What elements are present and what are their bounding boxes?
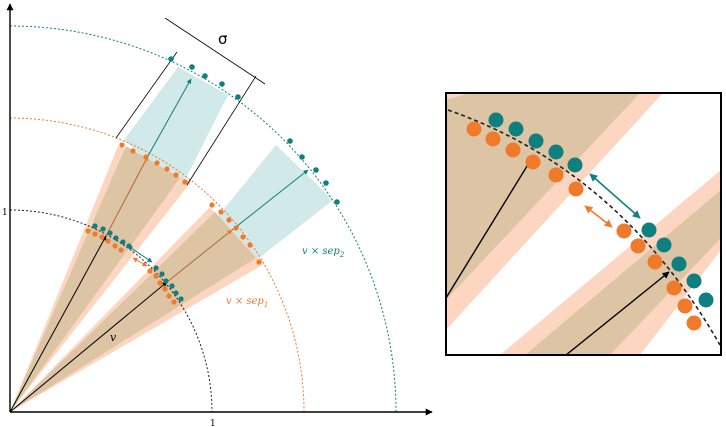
inset-orange-double-arrow bbox=[584, 205, 613, 228]
y-tick-label: 1 bbox=[2, 208, 8, 218]
teal-dots-cluster bbox=[92, 223, 184, 302]
vector-lower-sep2 bbox=[231, 169, 309, 231]
overlap-band-lower bbox=[10, 212, 256, 412]
orange-dots-sep1 bbox=[119, 142, 262, 265]
sigma-label: σ bbox=[218, 30, 228, 48]
sigma-guide-left bbox=[115, 51, 178, 139]
vector-upper-sep1 bbox=[105, 155, 149, 237]
small-teal-double-arrow bbox=[127, 245, 153, 263]
inset-zoom bbox=[445, 92, 722, 356]
vector-lower bbox=[9, 281, 168, 413]
vector-upper bbox=[9, 235, 107, 413]
arc-sep1 bbox=[9, 117, 305, 413]
vector-upper-sep2 bbox=[147, 78, 192, 157]
sep1-label: v × sep1 bbox=[226, 296, 268, 309]
sigma-guide-right bbox=[186, 75, 257, 186]
inset-gap bbox=[446, 93, 686, 355]
vector-lower-sep1 bbox=[166, 229, 233, 283]
inset-overlap-band-lower bbox=[525, 190, 721, 355]
sep2-label: v × sep2 bbox=[302, 246, 345, 259]
inset-vector-upper bbox=[446, 157, 533, 299]
small-orange-double-arrow bbox=[132, 257, 148, 267]
teal-cone-upper bbox=[124, 67, 228, 190]
inset-orange-band-lower bbox=[500, 170, 721, 355]
main-diagram: σ bbox=[2, 3, 433, 427]
inset-vector-lower bbox=[565, 271, 670, 355]
sigma-bracket bbox=[164, 17, 266, 85]
inset-frame bbox=[445, 92, 722, 356]
inset-teal-dots bbox=[488, 112, 714, 308]
overlap-band-upper bbox=[10, 146, 180, 412]
inset-orange-dots bbox=[466, 121, 702, 331]
arc-radius-1 bbox=[9, 209, 213, 413]
vector-label: v bbox=[110, 331, 117, 344]
teal-dots-sep2 bbox=[168, 56, 340, 205]
orange-dots-cluster bbox=[85, 228, 177, 305]
inset-teal-double-arrow bbox=[589, 173, 641, 219]
x-tick-label: 1 bbox=[210, 419, 216, 427]
